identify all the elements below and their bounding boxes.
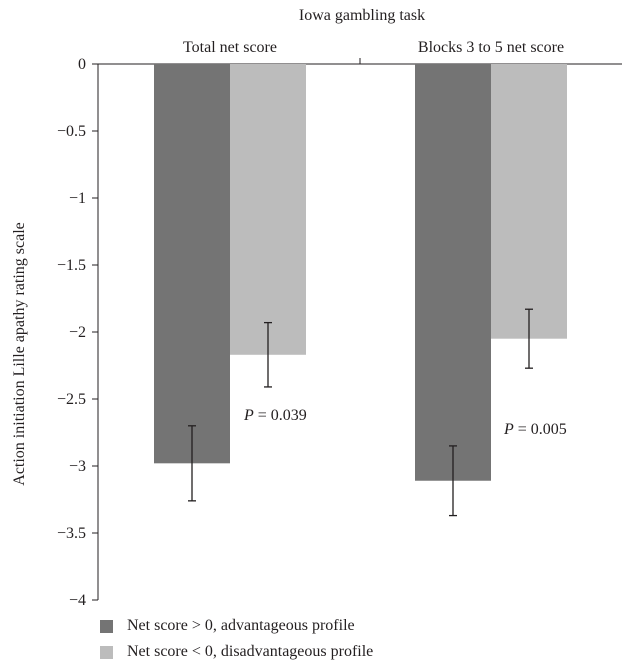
bar (154, 64, 230, 463)
y-tick-label: −2.5 (57, 391, 86, 408)
y-tick-label: 0 (78, 56, 86, 73)
y-tick-label: −1 (69, 190, 86, 207)
x-category-label: Total net score (183, 39, 277, 56)
bar (415, 64, 491, 481)
legend-label-disadvantageous: Net score < 0, disadvantageous profile (127, 643, 373, 661)
y-tick-label: −3 (69, 458, 86, 475)
legend-item-advantageous: Net score > 0, advantageous profile (100, 613, 373, 639)
y-tick-label: −4 (69, 592, 86, 609)
legend-swatch-advantageous (100, 620, 113, 633)
chart-title: Iowa gambling task (299, 7, 425, 24)
bar (491, 64, 567, 339)
plot-area: 0 −0.5 −1 −1.5 −2 −2.5 −3 −3.5 −4 Total net score… (57, 39, 622, 609)
bar (230, 64, 306, 355)
legend-label-advantageous: Net score > 0, advantageous profile (127, 617, 355, 635)
y-tick-label: −0.5 (57, 123, 86, 140)
x-category-label: Blocks 3 to 5 net score (418, 39, 564, 56)
y-tick-label: −2 (69, 324, 86, 341)
legend-swatch-disadvantageous (100, 646, 113, 659)
y-tick-label: −3.5 (57, 525, 86, 542)
p-value-annotation: P = 0.039 (243, 407, 307, 424)
p-value-annotation: P = 0.005 (503, 421, 567, 438)
legend-item-disadvantageous: Net score < 0, disadvantageous profile (100, 639, 373, 665)
y-axis-label: Action initiation Lille apathy rating sc… (11, 222, 28, 485)
legend: Net score > 0, advantageous profile Net … (100, 613, 373, 665)
y-tick-label: −1.5 (57, 257, 86, 274)
chart: Iowa gambling task Action initiation Lil… (0, 0, 622, 610)
